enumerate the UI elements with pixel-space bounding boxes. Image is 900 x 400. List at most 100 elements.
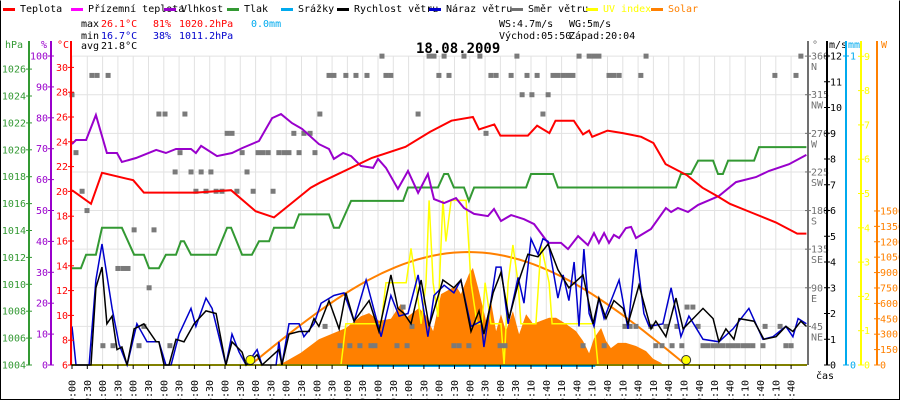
x-tick-label: 15:40 bbox=[542, 380, 553, 400]
x-tick-label: 20:40 bbox=[695, 380, 706, 400]
wind-direction-point bbox=[276, 150, 282, 156]
x-tick-label: 14:30 bbox=[511, 380, 522, 400]
wind-direction-point bbox=[326, 72, 332, 78]
direction-compass-label: NE bbox=[811, 332, 823, 343]
direction-tick-label: 135 bbox=[811, 245, 829, 256]
wind-direction-point bbox=[105, 72, 111, 78]
wind-direction-point bbox=[659, 343, 665, 349]
wind-direction-point bbox=[322, 323, 328, 329]
x-tick-label: 06:30 bbox=[266, 380, 277, 400]
wind-direction-point bbox=[627, 323, 633, 329]
wind-direction-point bbox=[730, 343, 736, 349]
wind-direction-point bbox=[679, 343, 685, 349]
solar-tick-label: 300 bbox=[880, 330, 898, 341]
temperature-tick-label: 26 bbox=[56, 113, 68, 124]
wind-direction-point bbox=[529, 92, 535, 98]
direction-axis-unit: ° bbox=[812, 40, 818, 51]
stats-sunrise: Východ:05:50 bbox=[499, 31, 572, 42]
x-tick-label: 13:30 bbox=[481, 380, 492, 400]
wind-direction-point bbox=[372, 343, 378, 349]
wind-direction-point bbox=[156, 111, 162, 117]
legend-item: Tlak bbox=[227, 4, 268, 15]
x-axis-label: čas bbox=[816, 370, 834, 382]
wind-direction-point bbox=[514, 53, 520, 59]
legend-item: Náraz větru bbox=[429, 4, 512, 15]
x-tick-label: 01:00 bbox=[98, 380, 109, 400]
temperature-tick-label: 30 bbox=[56, 63, 68, 74]
wind-speed-tick-label: 12 bbox=[830, 52, 842, 63]
direction-tick-label: 90 bbox=[811, 283, 823, 294]
legend-swatch bbox=[651, 8, 663, 11]
direction-compass-label: SE bbox=[811, 255, 823, 266]
wind-direction-point bbox=[715, 343, 721, 349]
wind-direction-point bbox=[446, 72, 452, 78]
wind-direction-point bbox=[265, 150, 271, 156]
legend-label: Solar bbox=[668, 4, 699, 15]
wind-direction-point bbox=[596, 53, 602, 59]
wind-direction-point bbox=[368, 343, 374, 349]
wind-direction-point bbox=[456, 343, 462, 349]
humidity-tick-label: 20 bbox=[36, 299, 48, 310]
legend-label: Vlhkost bbox=[181, 4, 224, 15]
x-tick-label: 09:00 bbox=[343, 380, 354, 400]
pressure-tick-label: 1008 bbox=[2, 307, 26, 318]
wind-speed-tick-label: 3 bbox=[830, 283, 836, 294]
temperature-line bbox=[71, 115, 807, 235]
wind-direction-point bbox=[725, 343, 731, 349]
temperature-tick-label: 8 bbox=[62, 336, 68, 347]
wind-direction-point bbox=[234, 188, 240, 194]
uv-tick-label: 6 bbox=[864, 155, 870, 166]
x-tick-label: 14:00 bbox=[496, 380, 507, 400]
legend-item: Vlhkost bbox=[164, 4, 223, 15]
x-tick-label: 10:00 bbox=[374, 380, 385, 400]
wind-direction-point bbox=[131, 227, 137, 233]
legend-swatch bbox=[586, 8, 598, 11]
wind-direction-point bbox=[146, 285, 152, 291]
wind-direction-point bbox=[690, 304, 696, 310]
solar-tick-label: 750 bbox=[880, 283, 898, 294]
x-tick-label: 19:40 bbox=[664, 380, 675, 400]
wind-direction-point bbox=[224, 130, 230, 136]
stats-wind-speed: WS:4.7m/s bbox=[499, 19, 554, 30]
wind-direction-point bbox=[591, 53, 597, 59]
uv-tick-label: 2 bbox=[864, 292, 870, 303]
wind-speed-tick-label: 1 bbox=[830, 335, 836, 346]
x-tick-label: 19:10 bbox=[649, 380, 660, 400]
wind-direction-point bbox=[740, 343, 746, 349]
wind-direction-point bbox=[198, 169, 204, 175]
wind-direction-point bbox=[244, 169, 250, 175]
wind-direction-point bbox=[695, 323, 701, 329]
series-layer bbox=[69, 53, 807, 368]
direction-compass-label: S bbox=[811, 217, 817, 228]
humidity-tick-label: 80 bbox=[36, 113, 48, 124]
x-tick-label: 05:30 bbox=[236, 380, 247, 400]
temperature-tick-label: 6 bbox=[62, 361, 68, 372]
solar-tick-label: 0 bbox=[880, 361, 886, 372]
direction-tick-label: 180 bbox=[811, 206, 829, 217]
x-tick-label: 03:30 bbox=[175, 380, 186, 400]
solar-tick-label: 450 bbox=[880, 314, 898, 325]
direction-tick-label: 360 bbox=[811, 52, 829, 63]
wind-direction-point bbox=[580, 343, 586, 349]
wind-direction-point bbox=[669, 343, 675, 349]
wind-direction-point bbox=[120, 265, 126, 271]
direction-compass-label: SW bbox=[811, 178, 824, 189]
wind-direction-point bbox=[565, 72, 571, 78]
wind-direction-point bbox=[601, 343, 607, 349]
legend-label: Náraz větru bbox=[446, 4, 513, 15]
wind-direction-point bbox=[560, 72, 566, 78]
legend-label: Srážky bbox=[298, 4, 335, 15]
wind-gust-line bbox=[71, 235, 807, 368]
wind-direction-point bbox=[110, 343, 116, 349]
wind-speed-tick-label: 7 bbox=[830, 180, 836, 191]
stats-sunset: Západ:20:04 bbox=[569, 31, 636, 42]
temperature-tick-label: 12 bbox=[56, 286, 68, 297]
humidity-axis-unit: % bbox=[41, 40, 47, 51]
temperature-tick-label: 10 bbox=[56, 311, 68, 322]
legend-swatch bbox=[227, 8, 239, 11]
x-tick-label: 21:40 bbox=[725, 380, 736, 400]
wind-direction-point bbox=[684, 304, 690, 310]
temperature-tick-label: 18 bbox=[56, 212, 68, 223]
wind-direction-point bbox=[409, 323, 415, 329]
legend-swatch bbox=[71, 8, 83, 11]
